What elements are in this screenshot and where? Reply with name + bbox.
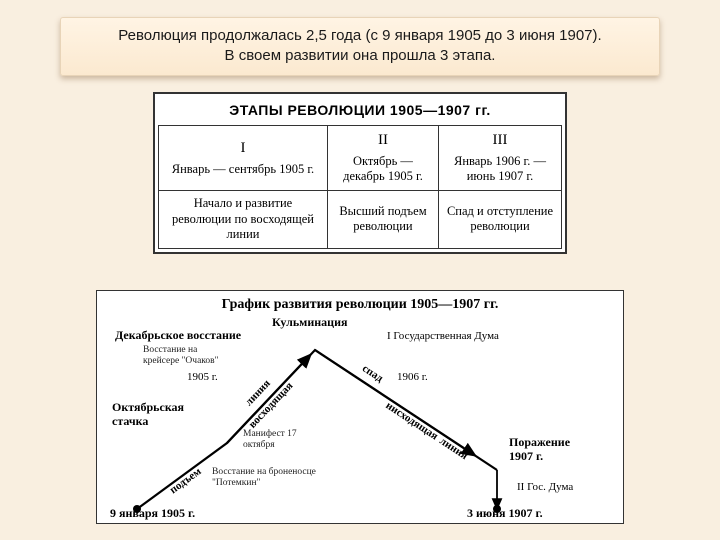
label-1906: 1906 г.: [397, 371, 428, 384]
stage-num: I: [165, 139, 321, 162]
stage-period: Январь 1906 г. — июнь 1907 г.: [445, 154, 555, 185]
stage-num: III: [445, 131, 555, 154]
header-line2: В своем развитии она прошла 3 этапа.: [71, 46, 649, 66]
stage-desc: Начало и развитие революции по восходяще…: [159, 191, 328, 249]
stage-period: Январь — сентябрь 1905 г.: [165, 162, 321, 178]
svg-text:подъем: подъем: [168, 465, 204, 496]
stages-table: I Январь — сентябрь 1905 г. II Октябрь —…: [158, 125, 562, 249]
graph-title: График развития революции 1905—1907 гг.: [97, 291, 623, 315]
stages-table-wrap: ЭТАПЫ РЕВОЛЮЦИИ 1905—1907 гг. I Январь —…: [153, 92, 567, 254]
stage-desc: Высший подъем революции: [327, 191, 438, 249]
stage-desc: Спад и отступление революции: [438, 191, 561, 249]
label-kulmination: Кульминация: [272, 316, 348, 330]
stage-cell: I Январь — сентябрь 1905 г.: [159, 126, 328, 191]
label-end: 3 июня 1907 г.: [467, 507, 543, 521]
graph-wrap: График развития революции 1905—1907 гг. …: [96, 290, 624, 524]
label-ochakov: Восстание на крейсере "Очаков": [143, 345, 233, 367]
label-duma2: II Гос. Дума: [517, 481, 573, 494]
stage-num: II: [334, 131, 432, 154]
label-defeat: Поражение 1907 г.: [509, 436, 589, 464]
label-duma1: I Государственная Дума: [387, 330, 499, 343]
label-oct-strike: Октябрьская стачка: [112, 401, 202, 429]
stages-table-title: ЭТАПЫ РЕВОЛЮЦИИ 1905—1907 гг.: [158, 97, 562, 125]
stage-period: Октябрь — декабрь 1905 г.: [334, 154, 432, 185]
svg-text:линия: линия: [437, 435, 470, 462]
label-december: Декабрьское восстание: [115, 329, 241, 343]
label-start: 9 января 1905 г.: [110, 507, 195, 521]
stage-cell: III Январь 1906 г. — июнь 1907 г.: [438, 126, 561, 191]
header-line1: Революция продолжалась 2,5 года (с 9 янв…: [71, 26, 649, 46]
header-box: Революция продолжалась 2,5 года (с 9 янв…: [60, 17, 660, 76]
label-potemkin: Восстание на броненосце "Потемкин": [212, 467, 322, 489]
label-manifest: Манифест 17 октября: [243, 429, 313, 451]
stage-cell: II Октябрь — декабрь 1905 г.: [327, 126, 438, 191]
label-1905: 1905 г.: [187, 371, 218, 384]
svg-text:нисходящая: нисходящая: [383, 400, 440, 443]
